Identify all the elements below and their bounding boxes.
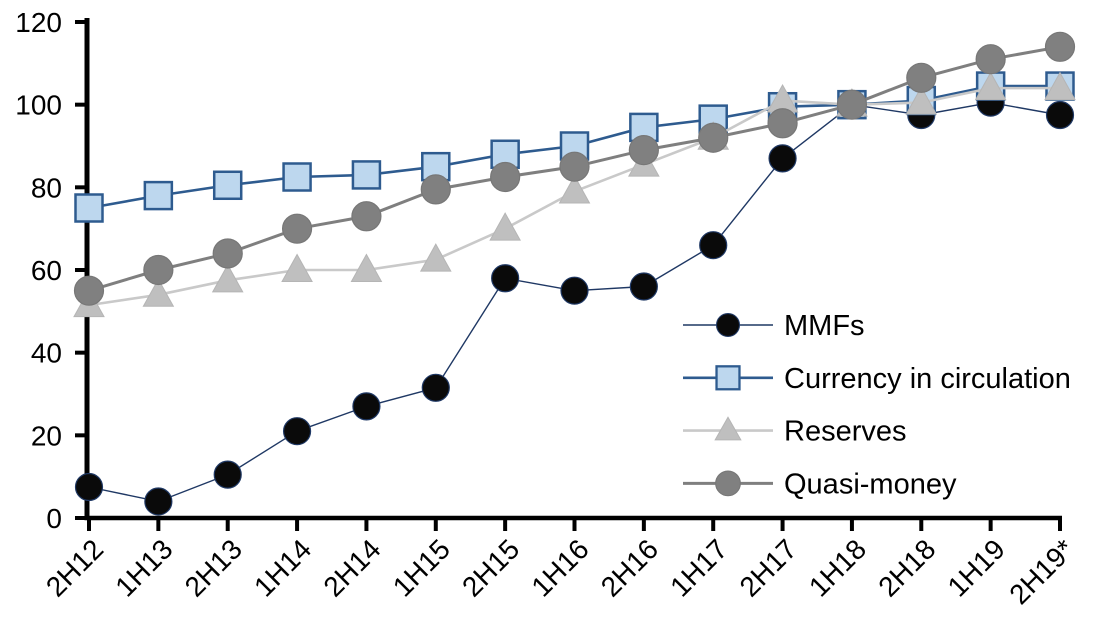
data-point-reserves-5 [419,243,452,272]
x-tick-label: 2H18 [872,533,941,602]
legend-label: Quasi-money [784,468,957,500]
y-tick-label: 40 [31,338,62,369]
data-point-reserves-12 [905,86,938,115]
data-point-quasi-money-3 [281,213,313,244]
y-tick-label: 60 [31,255,62,286]
data-point-reserves-6 [489,212,521,241]
legend-item-quasi-money: Quasi-money [683,468,957,500]
data-point-mmfs-6 [491,264,520,293]
y-axis: 0 20 40 60 80 100 120 [15,7,90,534]
x-tick-label: 1H13 [109,533,178,602]
data-point-quasi-money-4 [351,201,382,232]
x-tick-label: 2H12 [40,533,109,602]
x-tick-label: 1H19 [942,533,1011,602]
data-point-mmfs-3 [282,417,312,446]
data-point-mmfs-14 [1045,100,1075,130]
y-tick-label: 0 [46,503,62,534]
data-point-reserves-7 [558,174,591,204]
legend-item-mmfs: MMFs [683,310,865,342]
data-point-mmfs-8 [629,272,658,301]
data-point-reserves-1 [142,278,175,307]
data-point-reserves-14 [1044,71,1076,101]
x-tick-label: 1H14 [248,533,317,602]
data-point-quasi-money-1 [143,254,174,286]
y-tick-label: 120 [15,7,62,38]
data-point-quasi-money-14 [1044,31,1076,62]
x-tick-label: 1H18 [803,533,872,602]
data-point-mmfs-5 [421,373,450,402]
legend-label: Reserves [784,416,907,448]
legend-marker-quasi-money [715,470,741,497]
data-point-quasi-money-6 [490,161,521,193]
legend: MMFs Currency in circulation Reserves Quasi… [683,310,1071,500]
y-tick-label: 100 [15,90,62,121]
x-tick-label: 2H17 [734,533,803,602]
data-point-currency-in-circulation-2 [212,170,243,201]
x-tick-label: 1H16 [525,533,594,602]
x-tick-label: 2H16 [595,533,664,602]
x-tick-label: 2H13 [179,533,248,602]
legend-marker-reserves [714,416,742,441]
data-point-quasi-money-2 [212,238,243,269]
data-point-reserves-3 [281,253,313,282]
data-point-currency-in-circulation-1 [143,180,174,211]
data-point-mmfs-1 [144,487,173,516]
y-tick-label: 80 [31,172,62,203]
data-point-quasi-money-10 [767,108,798,139]
data-point-reserves-4 [350,253,383,282]
data-point-quasi-money-12 [906,62,937,93]
x-tick-label: 2H15 [456,533,525,602]
x-tick-label: 1H15 [387,533,456,602]
x-tick-label: 2H19* [1003,533,1080,610]
data-point-mmfs-10 [768,144,797,173]
series-quasi-money [73,31,1076,306]
data-point-quasi-money-9 [698,122,729,153]
data-point-mmfs-0 [74,472,104,502]
data-point-quasi-money-13 [975,44,1006,75]
data-point-mmfs-9 [699,231,728,260]
data-point-currency-in-circulation-4 [351,160,382,190]
data-point-quasi-money-0 [73,275,105,306]
x-tick-label: 2H14 [317,533,386,602]
data-point-mmfs-2 [213,460,242,489]
legend-item-reserves: Reserves [683,416,907,448]
data-point-reserves-13 [974,71,1007,101]
legend-marker-mmfs [715,312,741,338]
x-axis: 2H12 1H13 2H13 1H14 2H14 1H15 2H15 1H16 2H16 1H17… [40,515,1080,610]
data-point-reserves-2 [211,263,244,293]
data-point-quasi-money-8 [628,135,659,166]
data-point-quasi-money-5 [420,174,451,205]
legend-marker-currency-in-circulation [715,365,741,391]
legend-item-currency-in-circulation: Currency in circulation [683,363,1071,395]
data-point-currency-in-circulation-3 [282,162,312,192]
series-mmfs [74,88,1075,516]
legend-label: Currency in circulation [784,363,1071,395]
data-point-quasi-money-7 [559,151,590,182]
y-tick-label: 20 [31,420,62,451]
x-tick-label: 1H17 [664,533,733,602]
data-point-quasi-money-11 [836,89,868,120]
data-point-mmfs-7 [560,276,589,305]
data-point-mmfs-4 [352,392,381,421]
data-point-currency-in-circulation-0 [74,193,104,223]
legend-label: MMFs [784,310,865,342]
